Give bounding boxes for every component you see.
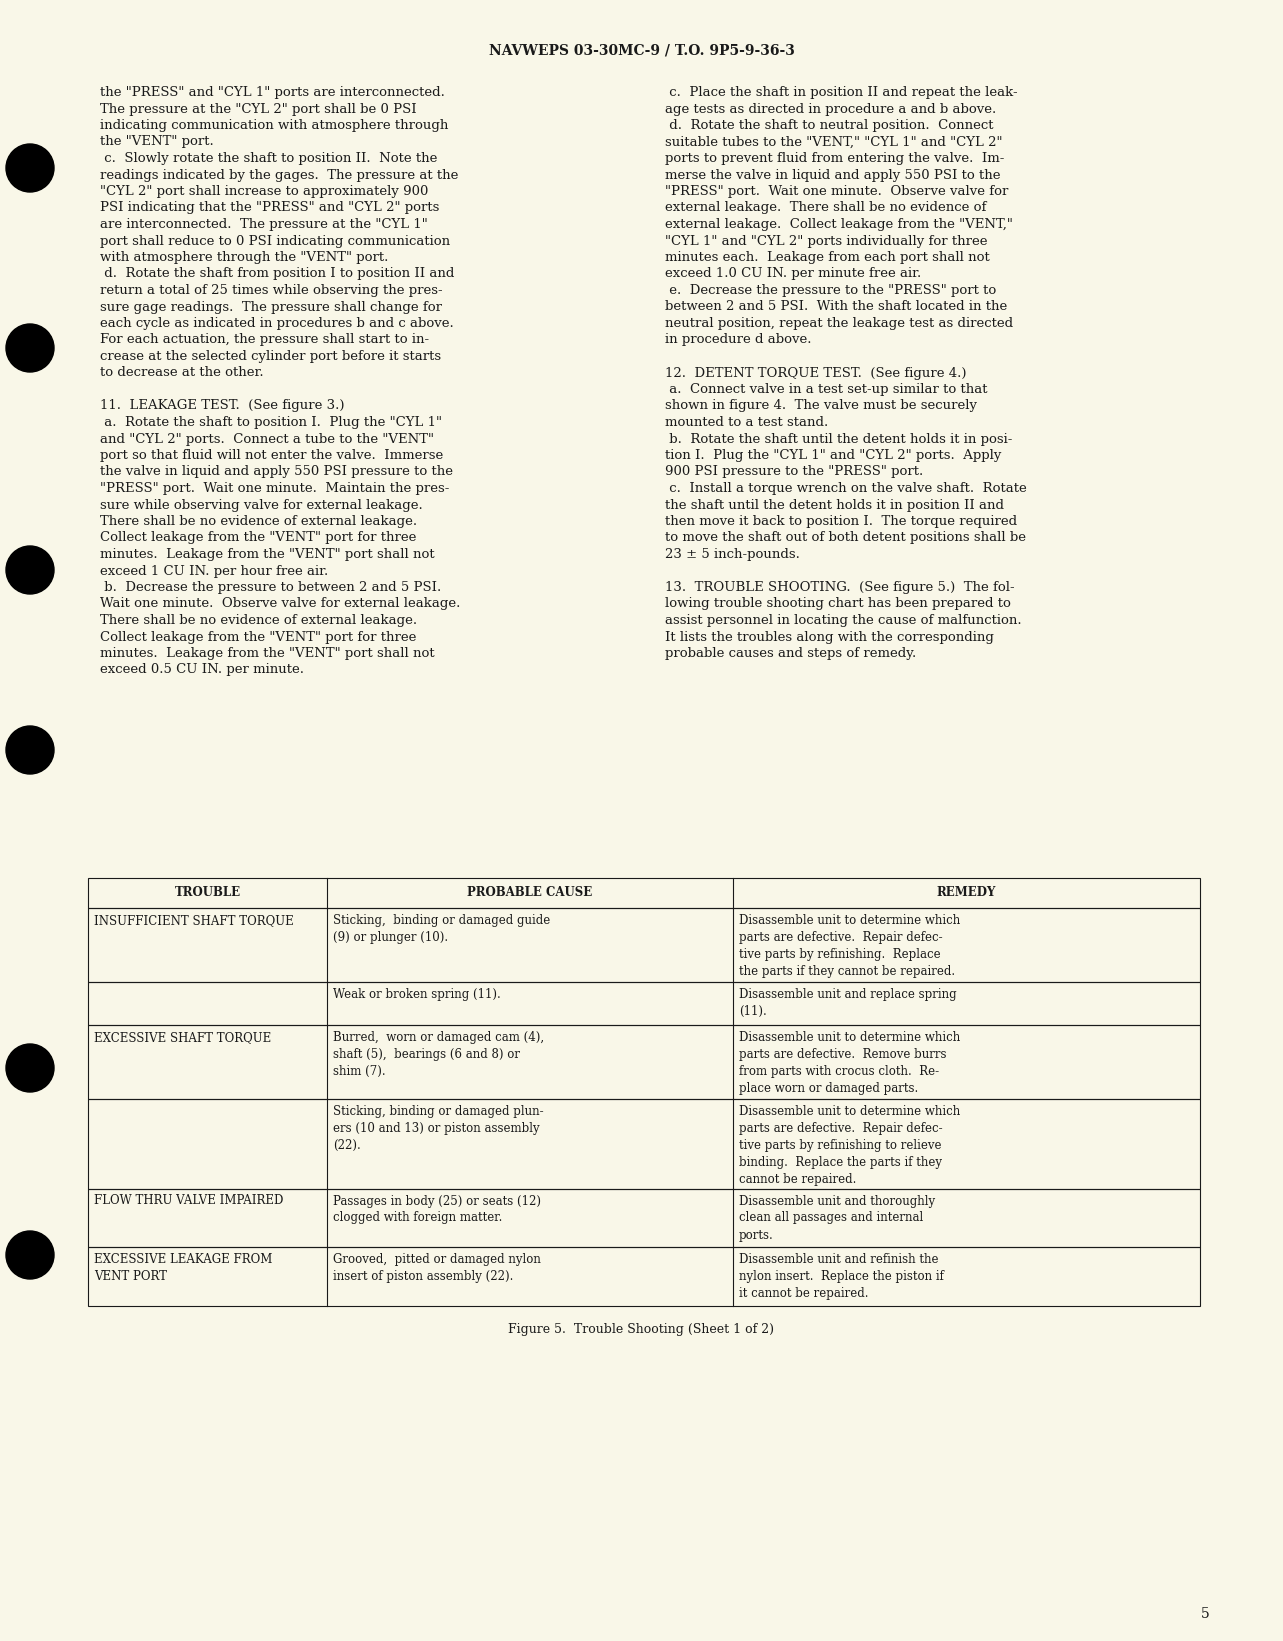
Text: a.  Connect valve in a test set-up similar to that: a. Connect valve in a test set-up simila… — [665, 382, 988, 395]
Text: in procedure d above.: in procedure d above. — [665, 333, 812, 346]
Text: Sticking,  binding or damaged guide
(9) or plunger (10).: Sticking, binding or damaged guide (9) o… — [334, 914, 550, 944]
Text: Disassemble unit and replace spring
(11).: Disassemble unit and replace spring (11)… — [739, 988, 957, 1017]
Text: "PRESS" port.  Wait one minute.  Observe valve for: "PRESS" port. Wait one minute. Observe v… — [665, 185, 1008, 199]
Circle shape — [6, 1231, 54, 1278]
Text: Collect leakage from the "VENT" port for three: Collect leakage from the "VENT" port for… — [100, 532, 417, 545]
Text: the valve in liquid and apply 550 PSI pressure to the: the valve in liquid and apply 550 PSI pr… — [100, 466, 453, 479]
Text: sure while observing valve for external leakage.: sure while observing valve for external … — [100, 499, 423, 512]
Text: the "VENT" port.: the "VENT" port. — [100, 136, 214, 148]
Text: c.  Place the shaft in position II and repeat the leak-: c. Place the shaft in position II and re… — [665, 85, 1017, 98]
Circle shape — [6, 323, 54, 373]
Text: 23 ± 5 inch-pounds.: 23 ± 5 inch-pounds. — [665, 548, 799, 561]
Text: age tests as directed in procedure a and b above.: age tests as directed in procedure a and… — [665, 102, 997, 115]
Bar — [89, 878, 1200, 907]
Text: PROBABLE CAUSE: PROBABLE CAUSE — [467, 886, 593, 899]
Text: "CYL 2" port shall increase to approximately 900: "CYL 2" port shall increase to approxima… — [100, 185, 429, 199]
Text: then move it back to position I.  The torque required: then move it back to position I. The tor… — [665, 515, 1017, 528]
Bar — [89, 1188, 1200, 1247]
Bar — [89, 1026, 1200, 1099]
Text: Disassemble unit and thoroughly
clean all passages and internal
ports.: Disassemble unit and thoroughly clean al… — [739, 1195, 935, 1242]
Text: a.  Rotate the shaft to position I.  Plug the "CYL 1": a. Rotate the shaft to position I. Plug … — [100, 417, 443, 428]
Bar — [89, 981, 1200, 1026]
Text: minutes.  Leakage from the "VENT" port shall not: minutes. Leakage from the "VENT" port sh… — [100, 647, 435, 660]
Text: and "CYL 2" ports.  Connect a tube to the "VENT": and "CYL 2" ports. Connect a tube to the… — [100, 433, 434, 445]
Text: There shall be no evidence of external leakage.: There shall be no evidence of external l… — [100, 515, 417, 528]
Text: external leakage.  There shall be no evidence of: external leakage. There shall be no evid… — [665, 202, 987, 215]
Text: d.  Rotate the shaft to neutral position.  Connect: d. Rotate the shaft to neutral position.… — [665, 120, 993, 131]
Text: exceed 0.5 CU IN. per minute.: exceed 0.5 CU IN. per minute. — [100, 663, 304, 676]
Text: Burred,  worn or damaged cam (4),
shaft (5),  bearings (6 and 8) or
shim (7).: Burred, worn or damaged cam (4), shaft (… — [334, 1031, 544, 1078]
Text: 13.  TROUBLE SHOOTING.  (See figure 5.)  The fol-: 13. TROUBLE SHOOTING. (See figure 5.) Th… — [665, 581, 1015, 594]
Text: suitable tubes to the "VENT," "CYL 1" and "CYL 2": suitable tubes to the "VENT," "CYL 1" an… — [665, 136, 1002, 148]
Text: Disassemble unit to determine which
parts are defective.  Repair defec-
tive par: Disassemble unit to determine which part… — [739, 1104, 960, 1186]
Text: shown in figure 4.  The valve must be securely: shown in figure 4. The valve must be sec… — [665, 399, 976, 412]
Circle shape — [6, 1044, 54, 1091]
Text: crease at the selected cylinder port before it starts: crease at the selected cylinder port bef… — [100, 350, 441, 363]
Text: EXCESSIVE LEAKAGE FROM
VENT PORT: EXCESSIVE LEAKAGE FROM VENT PORT — [94, 1254, 272, 1283]
Text: 900 PSI pressure to the "PRESS" port.: 900 PSI pressure to the "PRESS" port. — [665, 466, 924, 479]
Text: are interconnected.  The pressure at the "CYL 1": are interconnected. The pressure at the … — [100, 218, 427, 231]
Text: "PRESS" port.  Wait one minute.  Maintain the pres-: "PRESS" port. Wait one minute. Maintain … — [100, 482, 449, 496]
Text: 11.  LEAKAGE TEST.  (See figure 3.): 11. LEAKAGE TEST. (See figure 3.) — [100, 399, 345, 412]
Text: Sticking, binding or damaged plun-
ers (10 and 13) or piston assembly
(22).: Sticking, binding or damaged plun- ers (… — [334, 1104, 544, 1152]
Text: merse the valve in liquid and apply 550 PSI to the: merse the valve in liquid and apply 550 … — [665, 169, 1001, 182]
Text: Grooved,  pitted or damaged nylon
insert of piston assembly (22).: Grooved, pitted or damaged nylon insert … — [334, 1254, 541, 1283]
Text: REMEDY: REMEDY — [937, 886, 996, 899]
Text: indicating communication with atmosphere through: indicating communication with atmosphere… — [100, 120, 448, 131]
Text: For each actuation, the pressure shall start to in-: For each actuation, the pressure shall s… — [100, 333, 429, 346]
Bar — [89, 907, 1200, 981]
Text: Weak or broken spring (11).: Weak or broken spring (11). — [334, 988, 500, 1001]
Text: each cycle as indicated in procedures b and c above.: each cycle as indicated in procedures b … — [100, 317, 454, 330]
Text: probable causes and steps of remedy.: probable causes and steps of remedy. — [665, 647, 916, 660]
Text: c.  Slowly rotate the shaft to position II.  Note the: c. Slowly rotate the shaft to position I… — [100, 153, 438, 166]
Bar — [89, 1247, 1200, 1306]
Text: d.  Rotate the shaft from position I to position II and: d. Rotate the shaft from position I to p… — [100, 267, 454, 281]
Text: lowing trouble shooting chart has been prepared to: lowing trouble shooting chart has been p… — [665, 597, 1011, 610]
Text: return a total of 25 times while observing the pres-: return a total of 25 times while observi… — [100, 284, 443, 297]
Text: The pressure at the "CYL 2" port shall be 0 PSI: The pressure at the "CYL 2" port shall b… — [100, 102, 417, 115]
Text: minutes.  Leakage from the "VENT" port shall not: minutes. Leakage from the "VENT" port sh… — [100, 548, 435, 561]
Text: tion I.  Plug the "CYL 1" and "CYL 2" ports.  Apply: tion I. Plug the "CYL 1" and "CYL 2" por… — [665, 450, 1001, 463]
Text: PSI indicating that the "PRESS" and "CYL 2" ports: PSI indicating that the "PRESS" and "CYL… — [100, 202, 439, 215]
Text: e.  Decrease the pressure to the "PRESS" port to: e. Decrease the pressure to the "PRESS" … — [665, 284, 997, 297]
Text: to decrease at the other.: to decrease at the other. — [100, 366, 263, 379]
Bar — [89, 1099, 1200, 1188]
Circle shape — [6, 725, 54, 775]
Text: c.  Install a torque wrench on the valve shaft.  Rotate: c. Install a torque wrench on the valve … — [665, 482, 1026, 496]
Text: b.  Rotate the shaft until the detent holds it in posi-: b. Rotate the shaft until the detent hol… — [665, 433, 1012, 445]
Text: port so that fluid will not enter the valve.  Immerse: port so that fluid will not enter the va… — [100, 450, 443, 463]
Circle shape — [6, 144, 54, 192]
Text: 12.  DETENT TORQUE TEST.  (See figure 4.): 12. DETENT TORQUE TEST. (See figure 4.) — [665, 366, 966, 379]
Text: TROUBLE: TROUBLE — [174, 886, 241, 899]
Text: NAVWEPS 03-30MC-9 / T.O. 9P5-9-36-3: NAVWEPS 03-30MC-9 / T.O. 9P5-9-36-3 — [489, 43, 794, 57]
Text: with atmosphere through the "VENT" port.: with atmosphere through the "VENT" port. — [100, 251, 389, 264]
Text: the "PRESS" and "CYL 1" ports are interconnected.: the "PRESS" and "CYL 1" ports are interc… — [100, 85, 445, 98]
Text: sure gage readings.  The pressure shall change for: sure gage readings. The pressure shall c… — [100, 300, 443, 313]
Text: between 2 and 5 PSI.  With the shaft located in the: between 2 and 5 PSI. With the shaft loca… — [665, 300, 1007, 313]
Text: Figure 5.  Trouble Shooting (Sheet 1 of 2): Figure 5. Trouble Shooting (Sheet 1 of 2… — [508, 1324, 775, 1336]
Text: It lists the troubles along with the corresponding: It lists the troubles along with the cor… — [665, 630, 994, 643]
Text: Disassemble unit to determine which
parts are defective.  Remove burrs
from part: Disassemble unit to determine which part… — [739, 1031, 960, 1095]
Text: neutral position, repeat the leakage test as directed: neutral position, repeat the leakage tes… — [665, 317, 1014, 330]
Text: to move the shaft out of both detent positions shall be: to move the shaft out of both detent pos… — [665, 532, 1026, 545]
Text: Wait one minute.  Observe valve for external leakage.: Wait one minute. Observe valve for exter… — [100, 597, 461, 610]
Text: minutes each.  Leakage from each port shall not: minutes each. Leakage from each port sha… — [665, 251, 989, 264]
Text: mounted to a test stand.: mounted to a test stand. — [665, 417, 829, 428]
Circle shape — [6, 546, 54, 594]
Text: Passages in body (25) or seats (12)
clogged with foreign matter.: Passages in body (25) or seats (12) clog… — [334, 1195, 541, 1224]
Text: Disassemble unit to determine which
parts are defective.  Repair defec-
tive par: Disassemble unit to determine which part… — [739, 914, 960, 978]
Text: ports to prevent fluid from entering the valve.  Im-: ports to prevent fluid from entering the… — [665, 153, 1005, 166]
Text: "CYL 1" and "CYL 2" ports individually for three: "CYL 1" and "CYL 2" ports individually f… — [665, 235, 988, 248]
Text: 5: 5 — [1201, 1607, 1210, 1621]
Text: external leakage.  Collect leakage from the "VENT,": external leakage. Collect leakage from t… — [665, 218, 1012, 231]
Text: assist personnel in locating the cause of malfunction.: assist personnel in locating the cause o… — [665, 614, 1021, 627]
Text: b.  Decrease the pressure to between 2 and 5 PSI.: b. Decrease the pressure to between 2 an… — [100, 581, 441, 594]
Text: There shall be no evidence of external leakage.: There shall be no evidence of external l… — [100, 614, 417, 627]
Text: exceed 1 CU IN. per hour free air.: exceed 1 CU IN. per hour free air. — [100, 565, 328, 578]
Text: port shall reduce to 0 PSI indicating communication: port shall reduce to 0 PSI indicating co… — [100, 235, 450, 248]
Text: Collect leakage from the "VENT" port for three: Collect leakage from the "VENT" port for… — [100, 630, 417, 643]
Text: FLOW THRU VALVE IMPAIRED: FLOW THRU VALVE IMPAIRED — [94, 1195, 284, 1208]
Text: Disassemble unit and refinish the
nylon insert.  Replace the piston if
it cannot: Disassemble unit and refinish the nylon … — [739, 1254, 944, 1300]
Text: readings indicated by the gages.  The pressure at the: readings indicated by the gages. The pre… — [100, 169, 458, 182]
Text: the shaft until the detent holds it in position II and: the shaft until the detent holds it in p… — [665, 499, 1005, 512]
